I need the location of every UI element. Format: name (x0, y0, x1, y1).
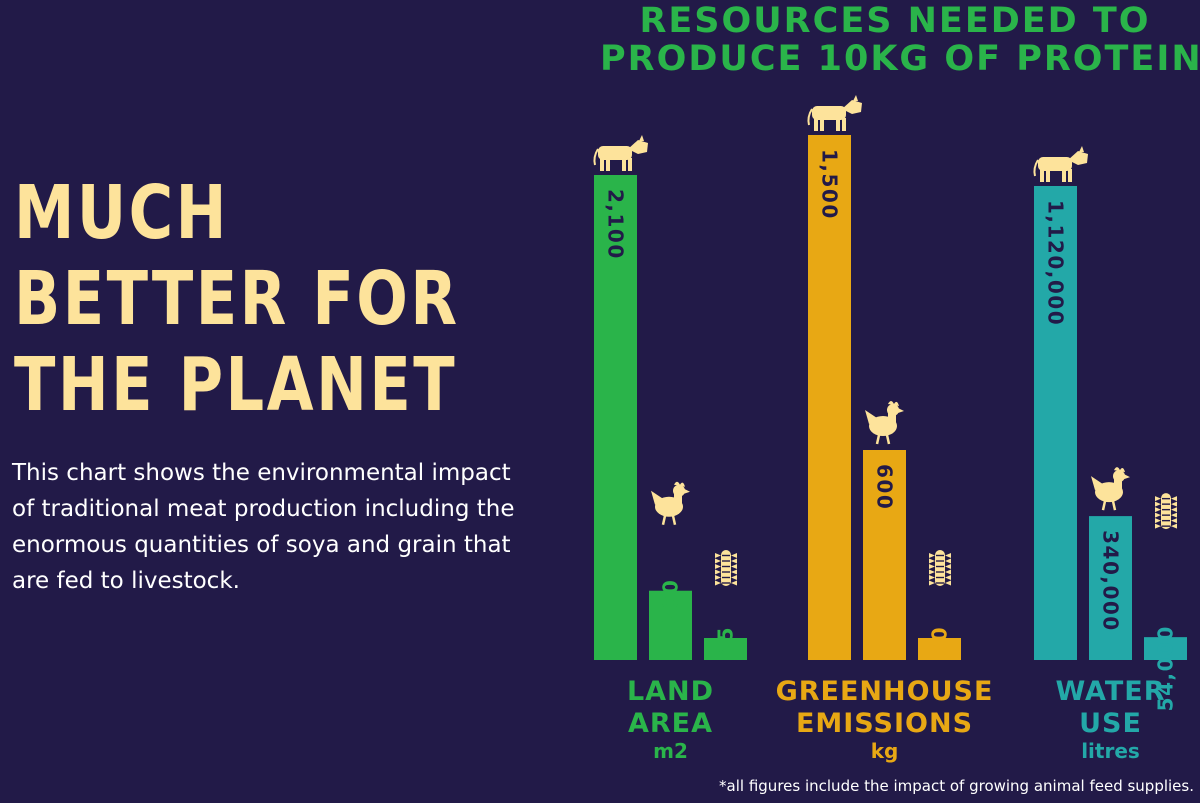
bar-0-1 (649, 590, 692, 660)
group-label-1-line-2: EMISSIONS (796, 708, 973, 739)
bar-label-0-2: 45 (714, 626, 738, 657)
headline-line-3: THE PLANET (14, 342, 458, 428)
bar-2-0 (1034, 186, 1077, 660)
headline-line-1: MUCH (14, 170, 229, 256)
bar-2-1 (1089, 516, 1132, 660)
bar-0-2 (704, 638, 747, 660)
bar-label-0-0: 2,100 (604, 189, 628, 260)
group-label-1-line-1: GREENHOUSE (776, 676, 994, 707)
chicken-icon (1091, 467, 1130, 511)
group-label-0-line-1: LAND (627, 676, 714, 707)
cow-icon (1033, 146, 1088, 182)
bar-label-1-2: 60 (928, 626, 952, 657)
chart-title-line-2: PRODUCE 10KG OF PROTEIN. (600, 39, 1200, 79)
soy-grain-icon (929, 550, 951, 586)
group-unit-1: kg (871, 739, 899, 763)
chart-title: RESOURCES NEEDED TO PRODUCE 10KG OF PROT… (600, 1, 1200, 79)
cow-icon (807, 95, 862, 131)
description: This chart shows the environmental impac… (12, 460, 515, 594)
bar-1-2 (918, 638, 961, 660)
group-label-2-line-2: USE (1079, 708, 1142, 739)
headline-line-2: BETTER FOR (14, 256, 460, 342)
group-label-0-line-2: AREA (628, 708, 713, 739)
chart-title-line-1: RESOURCES NEEDED TO (639, 1, 1151, 41)
bar-2-2 (1144, 637, 1187, 660)
soy-grain-icon (715, 550, 737, 586)
bar-1-0 (808, 135, 851, 660)
headline: MUCH BETTER FOR THE PLANET (14, 170, 460, 428)
bar-0-0 (594, 175, 637, 660)
group-unit-0: m2 (653, 739, 688, 763)
bar-label-0-1: 300 (659, 579, 683, 625)
bar-label-1-0: 1,500 (818, 149, 842, 220)
bar-label-2-2: 54,000 (1154, 625, 1178, 711)
bar-label-1-1: 600 (873, 464, 897, 510)
cow-icon (593, 135, 648, 171)
bar-label-2-0: 1,120,000 (1044, 200, 1068, 326)
group-unit-2: litres (1081, 739, 1140, 763)
bar-label-2-1: 340,000 (1099, 530, 1123, 632)
chicken-icon (651, 481, 690, 525)
bar-1-1 (863, 450, 906, 660)
group-label-2-line-1: WATER (1055, 676, 1165, 707)
footnote: *all figures include the impact of growi… (719, 777, 1194, 795)
soy-grain-icon (1155, 493, 1177, 530)
chicken-icon (865, 401, 904, 445)
